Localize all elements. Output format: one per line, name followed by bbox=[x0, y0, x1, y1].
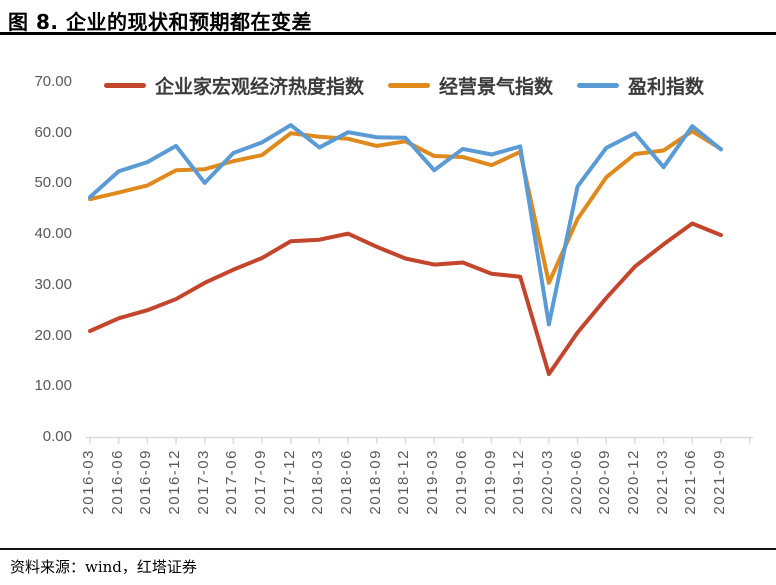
series-line-3 bbox=[88, 123, 723, 327]
x-axis-tick-label: 2019-03 bbox=[424, 449, 442, 515]
legend-item-1: 企业家宏观经济热度指数 bbox=[104, 72, 364, 99]
legend-line-swatch bbox=[577, 83, 620, 88]
x-axis-tick-label: 2016-03 bbox=[80, 449, 97, 515]
x-axis-tick-label: 2018-12 bbox=[395, 449, 413, 515]
x-axis-tick-label: 2017-03 bbox=[194, 449, 212, 515]
x-axis-tick-label: 2018-06 bbox=[338, 449, 356, 515]
y-axis-tick-label: 70.00 bbox=[34, 73, 72, 90]
x-axis-tick-label: 2021-09 bbox=[710, 449, 728, 515]
y-axis-tick-label: 50.00 bbox=[34, 174, 72, 192]
x-axis-tick-label: 2021-03 bbox=[653, 449, 671, 515]
y-axis-tick-label: 60.00 bbox=[34, 123, 72, 141]
y-axis-tick-label: 30.00 bbox=[34, 275, 72, 293]
x-axis-tick-label: 2019-06 bbox=[452, 449, 470, 515]
y-axis-tick-label: 0.00 bbox=[42, 428, 72, 445]
x-axis-tick-label: 2021-06 bbox=[682, 449, 700, 515]
series-line-1 bbox=[88, 221, 723, 377]
legend-item-2: 经营景气指数 bbox=[388, 72, 553, 99]
x-axis-tick-label: 2018-09 bbox=[366, 449, 384, 515]
x-axis-tick-label: 2017-12 bbox=[280, 449, 298, 515]
x-axis-tick-label: 2020-03 bbox=[538, 449, 556, 515]
legend-label: 盈利指数 bbox=[628, 76, 705, 98]
x-axis-tick-label: 2016-06 bbox=[108, 449, 126, 515]
y-axis-tick-label: 10.00 bbox=[34, 377, 72, 395]
x-axis-tick-label: 2020-12 bbox=[624, 449, 642, 515]
title-divider-rule bbox=[0, 32, 776, 35]
x-axis-tick-label: 2018-03 bbox=[309, 449, 327, 515]
x-axis-tick-label: 2019-12 bbox=[510, 449, 528, 515]
x-axis-tick-label: 2019-09 bbox=[481, 449, 499, 515]
figure-title: 图 8. 企业的现状和预期都在变差 bbox=[8, 10, 312, 34]
x-axis-tick-label: 2016-12 bbox=[166, 449, 184, 515]
legend-line-swatch bbox=[104, 83, 146, 88]
legend-line-swatch bbox=[388, 83, 431, 88]
y-axis-tick-label: 20.00 bbox=[34, 326, 72, 344]
x-axis-tick-label: 2020-09 bbox=[596, 449, 614, 515]
y-axis-tick-label: 40.00 bbox=[34, 225, 72, 243]
source-text: 资料来源：wind，红塔证券 bbox=[10, 558, 197, 576]
x-axis-tick-label: 2016-09 bbox=[137, 449, 155, 515]
x-axis-tick-label: 2020-06 bbox=[567, 449, 585, 515]
x-axis-tick-label: 2017-09 bbox=[252, 449, 270, 515]
legend-item-3: 盈利指数 bbox=[577, 72, 704, 99]
x-axis-tick-label: 2017-06 bbox=[223, 449, 241, 515]
legend-label: 企业家宏观经济热度指数 bbox=[155, 76, 365, 98]
source-divider-rule bbox=[0, 548, 776, 550]
legend-label: 经营景气指数 bbox=[439, 76, 554, 98]
chart-legend: 企业家宏观经济热度指数 经营景气指数 盈利指数 bbox=[104, 72, 704, 99]
